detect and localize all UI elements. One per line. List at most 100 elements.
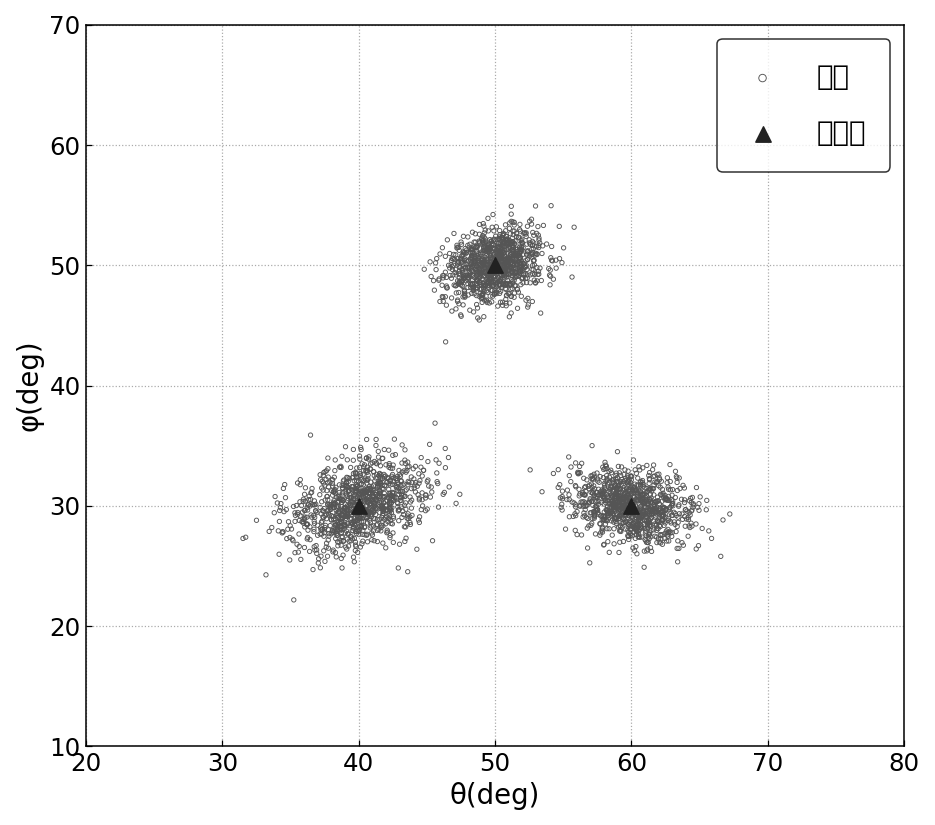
Point (475, 246, 490, 259)
Point (330, 529, 345, 542)
Point (622, 489, 637, 502)
Point (498, 234, 513, 248)
Point (355, 499, 370, 512)
Point (461, 271, 476, 284)
Point (622, 502, 637, 515)
Point (599, 522, 614, 535)
Point (439, 233, 454, 247)
Point (360, 460, 375, 474)
Point (611, 502, 626, 515)
Point (307, 509, 322, 522)
Point (389, 491, 404, 504)
Point (408, 478, 423, 492)
Point (529, 248, 544, 261)
Point (341, 540, 356, 553)
Point (496, 235, 511, 248)
Point (388, 448, 403, 461)
Point (477, 219, 492, 233)
Point (334, 512, 349, 526)
Point (647, 530, 662, 543)
Point (619, 481, 634, 494)
Point (457, 290, 472, 303)
Point (295, 506, 310, 519)
Point (364, 507, 379, 521)
Point (297, 504, 312, 517)
Point (525, 226, 540, 239)
Point (495, 295, 510, 309)
Point (360, 511, 375, 524)
Point (496, 247, 511, 260)
Point (525, 251, 539, 264)
Point (474, 254, 489, 267)
Point (490, 233, 505, 246)
Point (451, 255, 466, 268)
Point (509, 262, 524, 275)
Point (530, 267, 545, 280)
Point (523, 238, 538, 251)
Point (672, 507, 687, 521)
Point (439, 271, 453, 284)
Point (573, 466, 588, 479)
Point (593, 526, 608, 540)
Point (460, 262, 475, 275)
Point (576, 500, 591, 513)
Point (394, 492, 409, 505)
Point (329, 502, 344, 515)
Point (551, 463, 566, 476)
Point (366, 500, 381, 513)
Point (529, 227, 544, 240)
Point (338, 440, 353, 453)
Point (626, 541, 640, 554)
Point (612, 508, 627, 521)
Point (381, 492, 396, 505)
Point (600, 506, 615, 519)
Point (380, 524, 395, 537)
Point (494, 242, 509, 255)
Point (300, 532, 315, 545)
Point (397, 457, 412, 470)
Point (484, 275, 499, 288)
Point (444, 291, 459, 304)
Point (355, 485, 370, 498)
Point (507, 266, 522, 279)
Point (506, 249, 521, 262)
Point (336, 504, 351, 517)
Point (571, 466, 586, 479)
Point (360, 474, 375, 487)
Point (640, 497, 654, 511)
Point (456, 272, 471, 285)
Point (335, 512, 350, 525)
Point (528, 276, 543, 290)
Point (348, 485, 363, 498)
Point (350, 461, 365, 474)
Point (511, 285, 525, 299)
Point (635, 461, 650, 474)
Point (467, 255, 482, 268)
Point (343, 491, 358, 504)
Point (498, 229, 513, 243)
Point (352, 492, 367, 505)
Point (642, 528, 657, 541)
Point (482, 276, 496, 289)
Point (496, 236, 511, 249)
Point (647, 496, 662, 509)
Point (366, 525, 381, 538)
Point (362, 497, 377, 511)
Point (683, 492, 698, 505)
Point (386, 512, 401, 525)
Point (359, 452, 374, 465)
Point (588, 504, 603, 517)
Point (631, 513, 646, 526)
Point (579, 511, 594, 524)
Point (349, 525, 364, 538)
Point (354, 537, 369, 550)
Point (593, 470, 608, 483)
Point (665, 483, 680, 496)
Point (328, 526, 343, 539)
Point (335, 523, 350, 536)
Point (458, 274, 473, 287)
Point (490, 276, 505, 290)
Point (316, 505, 331, 518)
Point (497, 256, 512, 269)
Point (525, 246, 540, 259)
